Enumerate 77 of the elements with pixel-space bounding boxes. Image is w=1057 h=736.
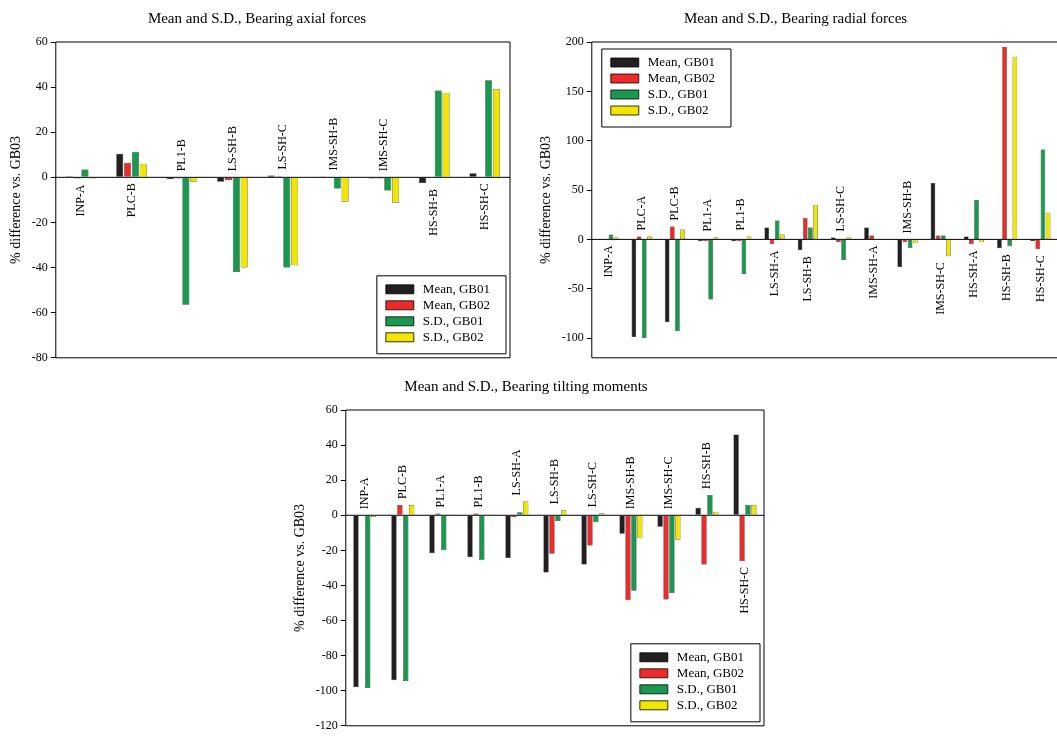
y-tick-label: 40 — [35, 79, 48, 94]
x-tick-label: LS-SH-B — [224, 126, 239, 172]
x-tick-label: HS-SH-C — [476, 183, 491, 231]
chart-title: Mean and S.D., Bearing axial forces — [147, 9, 367, 26]
x-tick-label: HS-SH-B — [999, 254, 1014, 301]
y-axis-title: % difference vs. GB03 — [538, 135, 554, 264]
y-tick-label: -50 — [567, 280, 584, 295]
x-tick-label: PL1-B — [471, 475, 486, 508]
y-tick-label: -40 — [31, 259, 48, 274]
y-tick-label: -60 — [321, 612, 338, 627]
y-tick-label: 60 — [35, 34, 48, 49]
x-tick-label: IMS-SH-B — [325, 117, 340, 171]
y-tick-label: -120 — [315, 717, 338, 732]
y-tick-label: 60 — [325, 402, 338, 417]
x-tick-label: PL1-B — [733, 198, 748, 231]
y-tick-label: -80 — [321, 647, 338, 662]
x-tick-label: IMS-SH-C — [661, 456, 676, 510]
x-tick-label: PL1-B — [174, 139, 189, 172]
x-tick-label: IMS-SH-B — [899, 180, 914, 234]
y-tick-label: 0 — [577, 231, 584, 246]
y-tick-label: -80 — [31, 349, 48, 364]
y-tick-label: 40 — [325, 437, 338, 452]
legend-label: S.D., GB02 — [422, 329, 484, 345]
y-tick-label: 50 — [571, 182, 584, 197]
x-tick-label: LS-SH-C — [275, 124, 290, 170]
legend-label: Mean, GB01 — [422, 281, 491, 297]
x-tick-label: INP-A — [356, 476, 371, 510]
x-tick-label: IMS-SH-C — [932, 262, 947, 315]
x-tick-label: PLC-B — [394, 465, 409, 500]
y-tick-label: -40 — [321, 577, 338, 592]
y-axis-title: % difference vs. GB03 — [8, 135, 24, 264]
x-tick-label: LS-SH-C — [585, 461, 600, 508]
x-tick-label: PL1-A — [433, 474, 447, 508]
chart-title: Mean and S.D., Bearing radial forces — [683, 9, 908, 26]
y-tick-label: -100 — [561, 330, 584, 345]
x-tick-label: IMS-SH-A — [866, 245, 881, 299]
x-tick-label: HS-SH-B — [699, 442, 714, 489]
x-tick-label: LS-SH-A — [766, 249, 781, 297]
x-tick-label: HS-SH-B — [426, 188, 441, 236]
y-tick-label: -20 — [321, 542, 338, 557]
legend-label: Mean, GB01 — [676, 649, 745, 665]
x-tick-label: LS-SH-B — [547, 459, 562, 505]
x-tick-label: IMS-SH-C — [375, 118, 390, 172]
legend-label: S.D., GB01 — [647, 86, 709, 102]
y-tick-label: 200 — [565, 34, 584, 49]
legend-label: S.D., GB02 — [676, 697, 738, 713]
x-tick-label: PL1-A — [700, 198, 715, 232]
x-tick-label: HS-SH-C — [737, 566, 752, 614]
y-tick-label: -100 — [315, 682, 338, 697]
legend-label: S.D., GB01 — [422, 313, 484, 329]
y-tick-label: -20 — [31, 214, 48, 229]
legend-label: Mean, GB02 — [647, 70, 715, 86]
legend-label: Mean, GB02 — [676, 665, 745, 681]
x-tick-label: LS-SH-A — [509, 449, 524, 496]
x-tick-label: PLC-A — [633, 195, 648, 231]
y-tick-label: -60 — [31, 304, 48, 319]
x-tick-label: INP-A — [73, 184, 88, 217]
x-tick-label: IMS-SH-B — [623, 456, 638, 510]
x-tick-label: INP-A — [600, 245, 615, 278]
y-tick-label: 100 — [565, 132, 584, 147]
x-tick-label: HS-SH-A — [966, 249, 981, 298]
chart-title: Mean and S.D., Bearing tilting moments — [404, 377, 648, 394]
x-tick-label: PLC-B — [123, 183, 138, 218]
legend-label: S.D., GB02 — [647, 102, 709, 118]
x-tick-label: HS-SH-C — [1032, 255, 1047, 302]
y-tick-label: 0 — [41, 169, 48, 184]
y-tick-label: 20 — [35, 124, 48, 139]
legend-label: Mean, GB01 — [647, 54, 715, 70]
legend-label: Mean, GB02 — [422, 297, 491, 313]
y-axis-title: % difference vs. GB03 — [292, 503, 308, 632]
x-tick-label: LS-SH-B — [799, 256, 814, 302]
x-tick-label: PLC-B — [667, 186, 682, 221]
legend-label: S.D., GB01 — [676, 681, 738, 697]
y-tick-label: 0 — [331, 507, 338, 522]
y-tick-label: 150 — [565, 83, 584, 98]
y-tick-label: 20 — [325, 472, 338, 487]
x-tick-label: LS-SH-C — [833, 186, 848, 232]
